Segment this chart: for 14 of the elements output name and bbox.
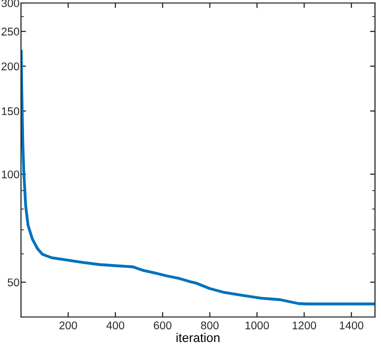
x-axis-title: iteration — [176, 332, 220, 342]
y-tick-label: 250 — [2, 28, 20, 36]
x-tick-label: 400 — [106, 321, 124, 330]
x-tick-label: 200 — [59, 321, 78, 330]
x-tick-label: 1000 — [245, 321, 269, 330]
x-tick-label: 1200 — [292, 321, 316, 330]
y-tick-label: 150 — [2, 107, 20, 116]
x-tick-label: 600 — [154, 321, 172, 330]
y-tick-label: 200 — [2, 62, 20, 70]
x-tick-label: 1400 — [340, 321, 364, 330]
x-tick-label: 800 — [201, 321, 219, 330]
line-series — [21, 50, 375, 306]
y-tick-label: 50 — [8, 278, 20, 286]
y-tick-label: 100 — [2, 170, 20, 178]
